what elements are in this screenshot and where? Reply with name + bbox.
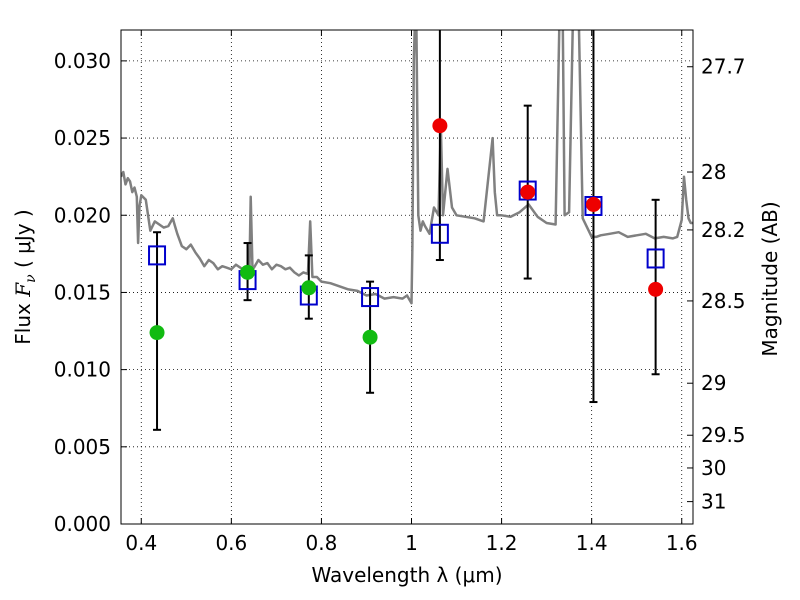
plot-area bbox=[121, 30, 693, 524]
model-photometry-square bbox=[361, 287, 380, 308]
y-tick-label: 0.010 bbox=[54, 358, 111, 382]
observed-point bbox=[585, 196, 601, 212]
y2-tick-label: 29 bbox=[701, 371, 726, 395]
y-tick-label: 0.015 bbox=[54, 280, 111, 304]
data-layer bbox=[121, 30, 693, 431]
y-axis-label-prefix: Flux bbox=[11, 297, 35, 345]
y-axis-label-subscript: ν bbox=[23, 274, 39, 283]
y-axis-label: Flux Fν ( μJy ) bbox=[11, 209, 39, 344]
plot-frame bbox=[120, 29, 694, 525]
y2-tick-label: 27.7 bbox=[701, 55, 746, 79]
model-spectrum-line bbox=[121, 30, 693, 305]
observed-point bbox=[301, 280, 317, 296]
ticks: 0.4 0.6 0.8 1 1.2 1.4 1.6 0.000 0.005 0.010 0.015 0… bbox=[54, 30, 746, 555]
y2-axis-label: Magnitude (AB) bbox=[758, 201, 782, 356]
x-tick-label: 1 bbox=[405, 531, 418, 555]
y-axis-label-unit: ( μJy ) bbox=[11, 209, 35, 274]
observed-point bbox=[149, 325, 165, 341]
x-tick-label: 1.4 bbox=[576, 531, 608, 555]
y-tick-label: 0.025 bbox=[54, 126, 111, 150]
observed-point bbox=[432, 118, 448, 134]
x-axis-label: Wavelength λ (μm) bbox=[311, 563, 502, 587]
y-axis-label-symbol: F bbox=[11, 282, 35, 298]
y-tick-label: 0.000 bbox=[54, 512, 111, 536]
x-tick-label: 1.6 bbox=[666, 531, 698, 555]
model-photometry-square bbox=[646, 248, 665, 269]
x-tick-label: 0.4 bbox=[125, 531, 157, 555]
y2-tick-label: 29.5 bbox=[701, 423, 746, 447]
y-tick-label: 0.005 bbox=[54, 435, 111, 459]
observed-point bbox=[362, 329, 378, 345]
y-tick-label: 0.020 bbox=[54, 203, 111, 227]
x-tick-label: 0.8 bbox=[306, 531, 338, 555]
y2-tick-label: 28 bbox=[701, 160, 726, 184]
observed-point bbox=[520, 184, 536, 200]
observed-point bbox=[648, 281, 664, 297]
observed-point bbox=[240, 264, 256, 280]
y2-tick-label: 30 bbox=[701, 456, 726, 480]
y2-tick-label: 28.2 bbox=[701, 218, 746, 242]
model-photometry-square bbox=[430, 223, 449, 244]
y-tick-label: 0.030 bbox=[54, 49, 111, 73]
y2-tick-label: 28.5 bbox=[701, 289, 746, 313]
x-tick-label: 1.2 bbox=[486, 531, 518, 555]
x-tick-label: 0.6 bbox=[215, 531, 247, 555]
y2-tick-label: 31 bbox=[701, 490, 726, 514]
model-photometry-square bbox=[148, 245, 167, 266]
